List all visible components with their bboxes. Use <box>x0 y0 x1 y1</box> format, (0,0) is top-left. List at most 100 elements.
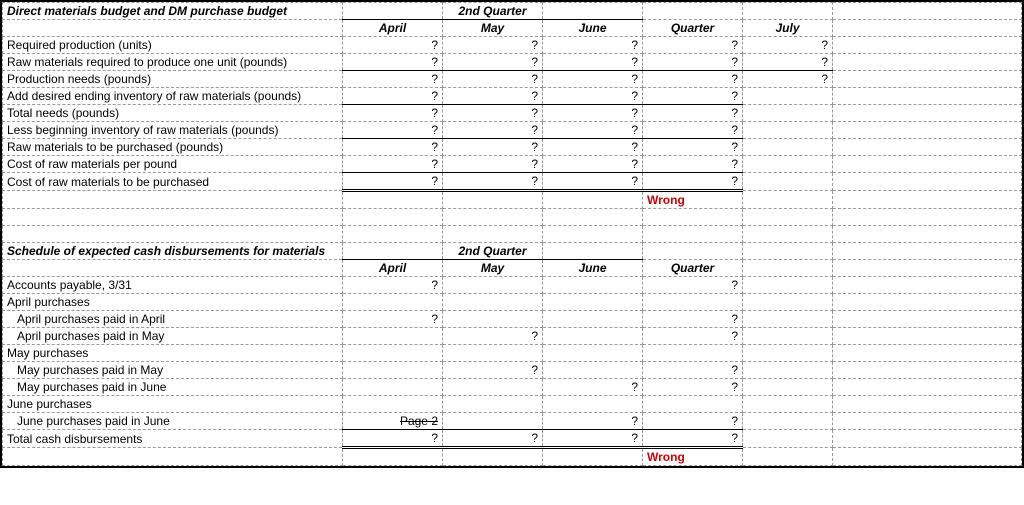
cell-value: ? <box>343 311 443 328</box>
column-header: Quarter <box>643 20 743 37</box>
cell-value: ? <box>343 105 443 122</box>
cell-value: ? <box>343 139 443 156</box>
cell-value: ? <box>543 71 643 88</box>
cell-value: ? <box>443 54 543 71</box>
table-row: April May June Quarter July <box>3 20 1022 37</box>
cell-value: ? <box>743 37 833 54</box>
row-label: Cost of raw materials to be purchased <box>3 173 343 191</box>
cell-value: ? <box>443 173 543 191</box>
cell-value <box>543 345 643 362</box>
cell-value: ? <box>743 54 833 71</box>
cell-value: ? <box>643 37 743 54</box>
table-row: Accounts payable, 3/31 ? ? <box>3 277 1022 294</box>
cell-value: ? <box>343 37 443 54</box>
cell-value <box>643 294 743 311</box>
row-label: June purchases paid in June <box>3 413 343 430</box>
row-label: Total cash disbursements <box>3 430 343 448</box>
cell-value: ? <box>343 88 443 105</box>
cell-value <box>443 396 543 413</box>
cell-value: ? <box>443 139 543 156</box>
cell-value: ? <box>443 105 543 122</box>
cell-value: ? <box>643 277 743 294</box>
cell-value: ? <box>443 328 543 345</box>
cell-value: ? <box>443 122 543 139</box>
cell-value <box>443 379 543 396</box>
cell-value <box>343 362 443 379</box>
column-header: April <box>343 20 443 37</box>
column-header: June <box>543 260 643 277</box>
row-label: Required production (units) <box>3 37 343 54</box>
table-row: Cost of raw materials per pound ? ? ? ? <box>3 156 1022 173</box>
cell-value <box>443 294 543 311</box>
column-header: Quarter <box>643 260 743 277</box>
table-row: Total cash disbursements ? ? ? ? <box>3 430 1022 448</box>
table-row: May purchases <box>3 345 1022 362</box>
cell-value <box>543 311 643 328</box>
cell-value: ? <box>543 54 643 71</box>
table-row: April purchases paid in April ? ? <box>3 311 1022 328</box>
cell-value <box>543 328 643 345</box>
cell-value: ? <box>343 277 443 294</box>
table-row: Wrong <box>3 191 1022 209</box>
table-row: Production needs (pounds) ? ? ? ? ? <box>3 71 1022 88</box>
table-row: May purchases paid in June ? ? <box>3 379 1022 396</box>
column-header: June <box>543 20 643 37</box>
row-label: Cost of raw materials per pound <box>3 156 343 173</box>
table-row: Raw materials required to produce one un… <box>3 54 1022 71</box>
cell-value <box>343 345 443 362</box>
cell-value: ? <box>643 71 743 88</box>
cell-value: ? <box>643 379 743 396</box>
cell-value <box>443 345 543 362</box>
row-label: May purchases paid in May <box>3 362 343 379</box>
cell-value: ? <box>443 362 543 379</box>
cell-value: ? <box>543 413 643 430</box>
cell-value: ? <box>643 156 743 173</box>
cell-value: ? <box>443 156 543 173</box>
table-row: Wrong <box>3 448 1022 466</box>
cell-value <box>643 345 743 362</box>
row-label: May purchases paid in June <box>3 379 343 396</box>
table-row: June purchases paid in June Page 2 ? ? <box>3 413 1022 430</box>
cell-value: ? <box>343 71 443 88</box>
table-row: Total needs (pounds) ? ? ? ? <box>3 105 1022 122</box>
cell-value <box>743 173 833 191</box>
column-header: May <box>443 260 543 277</box>
cell-value: ? <box>343 173 443 191</box>
cell-value: ? <box>543 105 643 122</box>
cell-value: ? <box>343 156 443 173</box>
cell-value: ? <box>543 37 643 54</box>
row-label: Raw materials to be purchased (pounds) <box>3 139 343 156</box>
row-label: April purchases paid in May <box>3 328 343 345</box>
period-header: 2nd Quarter <box>443 243 543 260</box>
table-row <box>3 209 1022 226</box>
table-row: April purchases paid in May ? ? <box>3 328 1022 345</box>
table-row <box>3 226 1022 243</box>
row-label: April purchases paid in April <box>3 311 343 328</box>
table-row: Add desired ending inventory of raw mate… <box>3 88 1022 105</box>
budget-table: Direct materials budget and DM purchase … <box>2 2 1022 466</box>
cell-value: ? <box>443 71 543 88</box>
cell-value: ? <box>343 54 443 71</box>
page-footer: Page 2 <box>343 413 443 430</box>
table-row: Less beginning inventory of raw material… <box>3 122 1022 139</box>
table-row: Required production (units) ? ? ? ? ? <box>3 37 1022 54</box>
row-label: Add desired ending inventory of raw mate… <box>3 88 343 105</box>
status-badge: Wrong <box>643 448 743 466</box>
table-row: June purchases <box>3 396 1022 413</box>
row-label: April purchases <box>3 294 343 311</box>
cell-value <box>443 311 543 328</box>
cell-value: ? <box>543 430 643 448</box>
cell-value <box>543 396 643 413</box>
cell-value <box>343 379 443 396</box>
row-label: Raw materials required to produce one un… <box>3 54 343 71</box>
row-label: Less beginning inventory of raw material… <box>3 122 343 139</box>
cell-value: ? <box>643 311 743 328</box>
cell-value <box>743 139 833 156</box>
cell-value <box>343 396 443 413</box>
spreadsheet-region: Direct materials budget and DM purchase … <box>0 0 1024 468</box>
column-header: July <box>743 20 833 37</box>
row-label: Production needs (pounds) <box>3 71 343 88</box>
cell-value: ? <box>643 173 743 191</box>
period-header: 2nd Quarter <box>443 3 543 20</box>
row-label: Total needs (pounds) <box>3 105 343 122</box>
